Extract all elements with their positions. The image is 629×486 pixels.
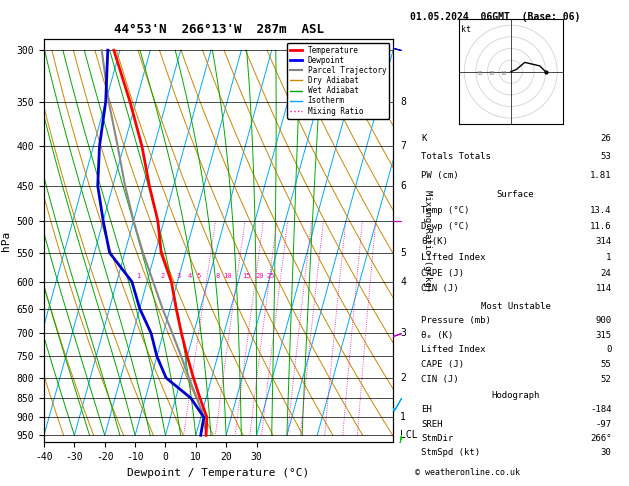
Text: StmSpd (kt): StmSpd (kt) — [421, 448, 481, 457]
Text: kt: kt — [461, 25, 471, 34]
Text: Dewp (°C): Dewp (°C) — [421, 222, 470, 231]
Text: 315: 315 — [596, 331, 611, 340]
Text: 900: 900 — [596, 316, 611, 325]
Text: 314: 314 — [596, 237, 611, 246]
Text: Hodograph: Hodograph — [491, 391, 540, 400]
Text: 24: 24 — [601, 269, 611, 278]
Legend: Temperature, Dewpoint, Parcel Trajectory, Dry Adiabat, Wet Adiabat, Isotherm, Mi: Temperature, Dewpoint, Parcel Trajectory… — [287, 43, 389, 119]
Text: 13.4: 13.4 — [590, 206, 611, 215]
Text: 11.6: 11.6 — [590, 222, 611, 231]
Text: 53: 53 — [601, 152, 611, 161]
Text: Surface: Surface — [497, 191, 534, 199]
Text: 5: 5 — [400, 248, 406, 258]
Text: 55: 55 — [601, 360, 611, 369]
Text: 30: 30 — [477, 71, 484, 76]
Text: 10: 10 — [223, 273, 232, 279]
Text: EH: EH — [421, 405, 432, 415]
Text: 266°: 266° — [590, 434, 611, 443]
Text: 114: 114 — [596, 284, 611, 293]
Text: Temp (°C): Temp (°C) — [421, 206, 470, 215]
Text: Pressure (mb): Pressure (mb) — [421, 316, 491, 325]
Text: © weatheronline.co.uk: © weatheronline.co.uk — [415, 468, 520, 477]
Text: 10: 10 — [500, 71, 507, 76]
Text: 8: 8 — [400, 97, 406, 107]
Text: 30: 30 — [601, 448, 611, 457]
Text: 7: 7 — [400, 141, 406, 151]
Text: 2: 2 — [161, 273, 165, 279]
Text: 1.81: 1.81 — [590, 171, 611, 180]
Text: 3: 3 — [400, 328, 406, 338]
Text: 0: 0 — [606, 346, 611, 354]
Text: 25: 25 — [266, 273, 275, 279]
Y-axis label: Mixing Ratio (g/kg): Mixing Ratio (g/kg) — [423, 190, 432, 292]
Text: -97: -97 — [596, 419, 611, 429]
Text: Lifted Index: Lifted Index — [421, 253, 486, 262]
Text: 15: 15 — [242, 273, 250, 279]
Text: CIN (J): CIN (J) — [421, 284, 459, 293]
Title: 44°53'N  266°13'W  287m  ASL: 44°53'N 266°13'W 287m ASL — [114, 23, 323, 36]
Text: 01.05.2024  06GMT  (Base: 06): 01.05.2024 06GMT (Base: 06) — [410, 12, 581, 22]
Text: 1: 1 — [136, 273, 140, 279]
Text: 5: 5 — [196, 273, 201, 279]
Text: LCL: LCL — [400, 430, 418, 440]
Y-axis label: hPa: hPa — [1, 230, 11, 251]
Text: 1: 1 — [400, 412, 406, 422]
Text: 20: 20 — [255, 273, 264, 279]
Text: Lifted Index: Lifted Index — [421, 346, 486, 354]
Text: 2: 2 — [400, 373, 406, 383]
Text: SREH: SREH — [421, 419, 443, 429]
Text: -184: -184 — [590, 405, 611, 415]
Text: 1: 1 — [606, 253, 611, 262]
Text: Most Unstable: Most Unstable — [481, 302, 550, 311]
Text: CIN (J): CIN (J) — [421, 375, 459, 383]
X-axis label: Dewpoint / Temperature (°C): Dewpoint / Temperature (°C) — [128, 468, 309, 478]
Text: 8: 8 — [216, 273, 220, 279]
Text: CAPE (J): CAPE (J) — [421, 360, 464, 369]
Text: 4: 4 — [400, 277, 406, 287]
Text: 6: 6 — [400, 181, 406, 191]
Text: 52: 52 — [601, 375, 611, 383]
Text: StmDir: StmDir — [421, 434, 454, 443]
Text: K: K — [421, 134, 427, 142]
Text: PW (cm): PW (cm) — [421, 171, 459, 180]
Text: 4: 4 — [187, 273, 192, 279]
Text: 3: 3 — [176, 273, 181, 279]
Text: CAPE (J): CAPE (J) — [421, 269, 464, 278]
Text: θₑ(K): θₑ(K) — [421, 237, 448, 246]
Text: θₑ (K): θₑ (K) — [421, 331, 454, 340]
Text: 26: 26 — [601, 134, 611, 142]
Text: 20: 20 — [489, 71, 495, 76]
Text: Totals Totals: Totals Totals — [421, 152, 491, 161]
